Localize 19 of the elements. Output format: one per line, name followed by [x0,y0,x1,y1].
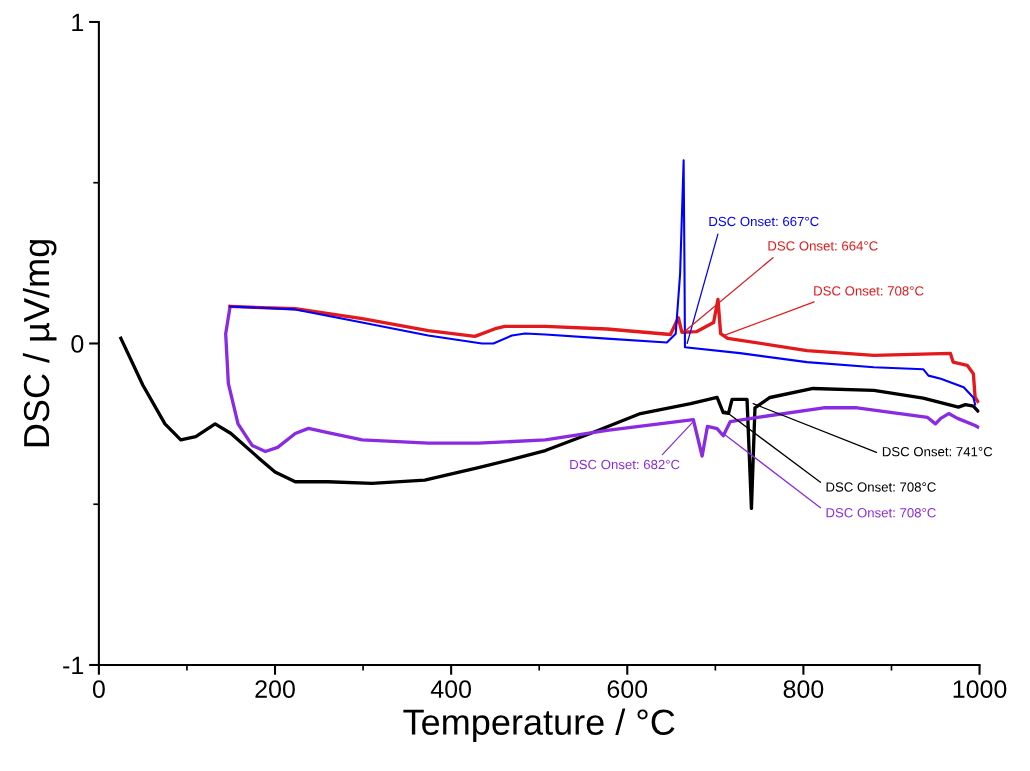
annotation: DSC Onset: 708°C [826,482,936,492]
annotation: DSC Onset: 682°C [570,459,680,470]
x-tick-label: 400 [430,680,472,698]
y-tick-label: 0 [71,335,84,353]
annotation: DSC Onset: 741°C [882,446,993,457]
y-tick-label: -1 [63,656,84,675]
line-series [229,159,977,406]
x-tick-label: 600 [607,680,648,698]
x-tick-label: 0 [92,680,105,698]
annotation: DSC Onset: 667°C [709,216,819,227]
y-tick-label: 1 [72,13,84,32]
x-tick-label: 800 [783,680,824,698]
x-tick-label: 200 [255,680,295,698]
x-tick-label: 1000 [953,680,1007,698]
y-axis-title: DSC / µV/mg [22,240,57,447]
annotation: DSC Onset: 708°C [826,508,936,518]
annotation: DSC Onset: 708°C [814,286,924,296]
annotation: DSC Onset: 664°C [768,241,878,251]
x-axis-title: Temperature / °C [403,708,675,743]
